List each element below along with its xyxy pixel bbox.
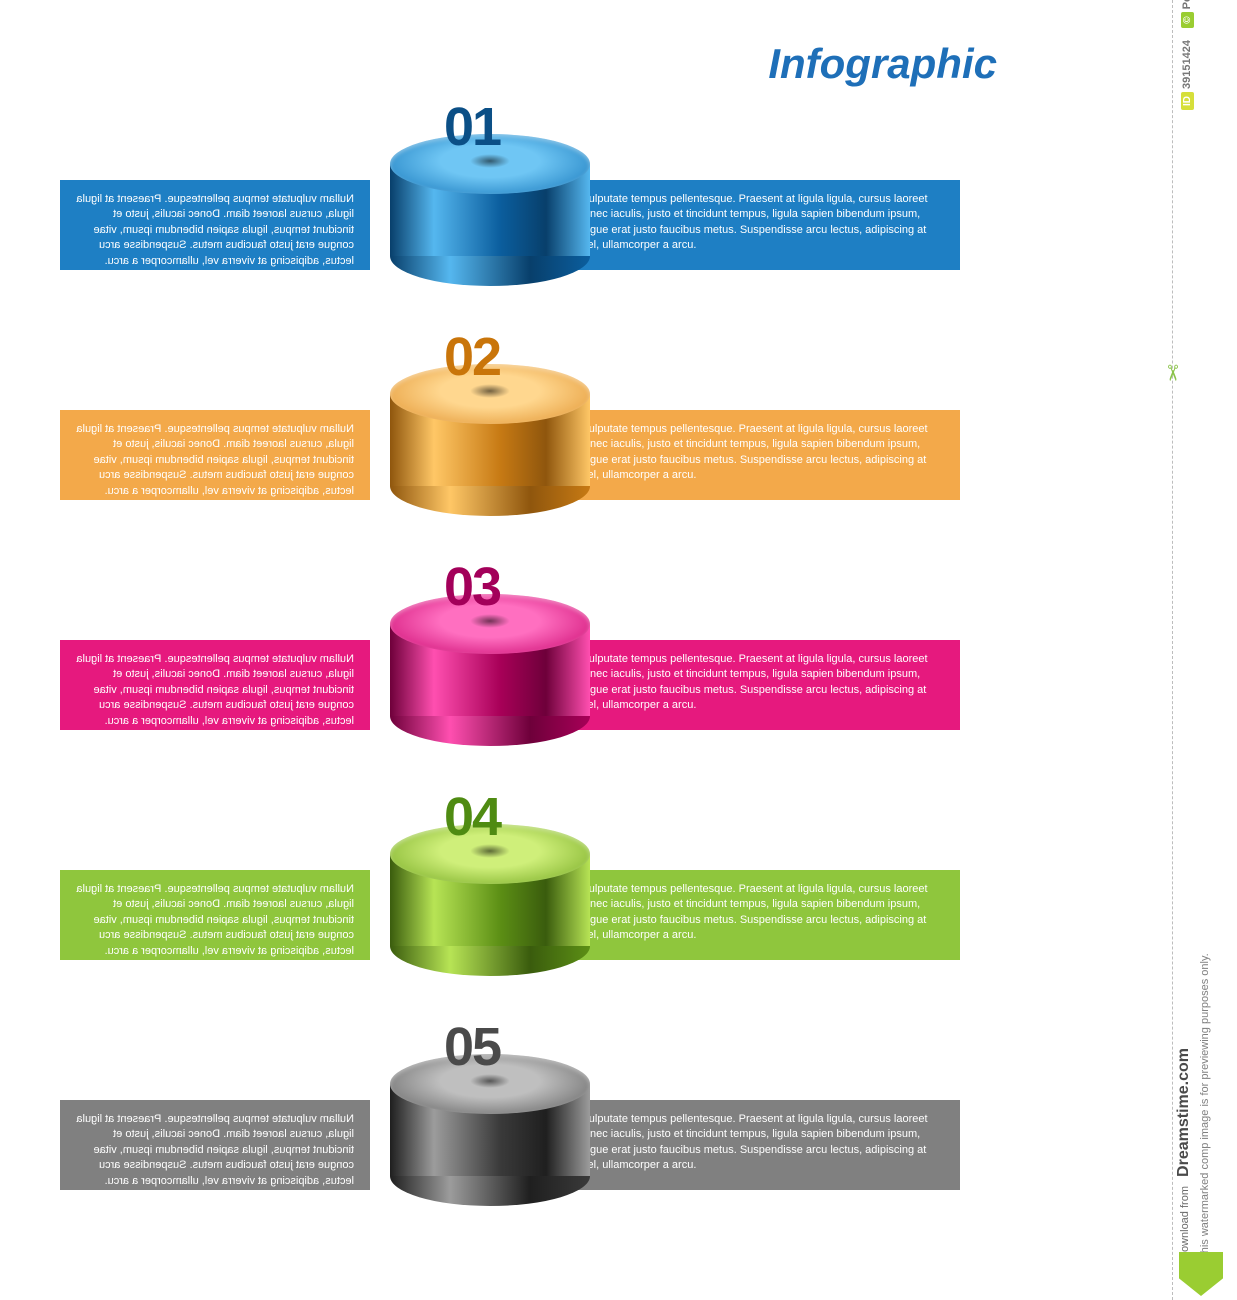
site-label: Dreamstime.com bbox=[1175, 1048, 1192, 1177]
watermark-sidebar: ID 39151424 © Pera Nikolic | Dreamstime.… bbox=[1172, 0, 1233, 1300]
step-number: 05 bbox=[444, 1016, 500, 1078]
info-row-01: Nullam vulputate tempus pellentesque. Pr… bbox=[60, 110, 960, 310]
info-row-05: Nullam vulputate tempus pellentesque. Pr… bbox=[60, 1030, 960, 1230]
bar-left-text: Nullam vulputate tempus pellentesque. Pr… bbox=[60, 1100, 370, 1190]
cylinder: 05 bbox=[390, 1050, 590, 1210]
info-row-02: Nullam vulputate tempus pellentesque. Pr… bbox=[60, 340, 960, 540]
infographic-stage: Infographic Nullam vulputate tempus pell… bbox=[0, 0, 1237, 1300]
bar-left-text: Nullam vulputate tempus pellentesque. Pr… bbox=[60, 640, 370, 730]
cylinder: 02 bbox=[390, 360, 590, 520]
download-label: Download from bbox=[1179, 1186, 1191, 1260]
bar-right-text: Nullam vulputate tempus pellentesque. Pr… bbox=[530, 1100, 960, 1190]
bar-left-text: Nullam vulputate tempus pellentesque. Pr… bbox=[60, 410, 370, 500]
author-value: Pera Nikolic | Dreamstime.com bbox=[1181, 0, 1193, 9]
id-value: 39151424 bbox=[1181, 40, 1193, 89]
bar-right-text: Nullam vulputate tempus pellentesque. Pr… bbox=[530, 180, 960, 270]
download-arrow-icon bbox=[1179, 1252, 1223, 1296]
bar-right-text: Nullam vulputate tempus pellentesque. Pr… bbox=[530, 410, 960, 500]
step-number: 01 bbox=[444, 96, 500, 158]
bar-left-text: Nullam vulputate tempus pellentesque. Pr… bbox=[60, 180, 370, 270]
bar-left-text: Nullam vulputate tempus pellentesque. Pr… bbox=[60, 870, 370, 960]
bar-right-text: Nullam vulputate tempus pellentesque. Pr… bbox=[530, 870, 960, 960]
page-title: Infographic bbox=[768, 40, 997, 88]
cylinder: 01 bbox=[390, 130, 590, 290]
step-number: 04 bbox=[444, 786, 500, 848]
cylinder: 04 bbox=[390, 820, 590, 980]
watermark-download: Download from Dreamstime.com bbox=[1175, 1048, 1193, 1260]
watermark-note: This watermarked comp image is for previ… bbox=[1199, 953, 1211, 1260]
info-row-03: Nullam vulputate tempus pellentesque. Pr… bbox=[60, 570, 960, 770]
author-badge: © bbox=[1181, 12, 1194, 27]
id-badge: ID bbox=[1181, 92, 1194, 110]
watermark-id: ID 39151424 © Pera Nikolic | Dreamstime.… bbox=[1181, 0, 1193, 110]
step-number: 03 bbox=[444, 556, 500, 618]
cylinder: 03 bbox=[390, 590, 590, 750]
info-row-04: Nullam vulputate tempus pellentesque. Pr… bbox=[60, 800, 960, 1000]
step-number: 02 bbox=[444, 326, 500, 388]
scissors-icon: ✂ bbox=[1159, 364, 1185, 382]
bar-right-text: Nullam vulputate tempus pellentesque. Pr… bbox=[530, 640, 960, 730]
